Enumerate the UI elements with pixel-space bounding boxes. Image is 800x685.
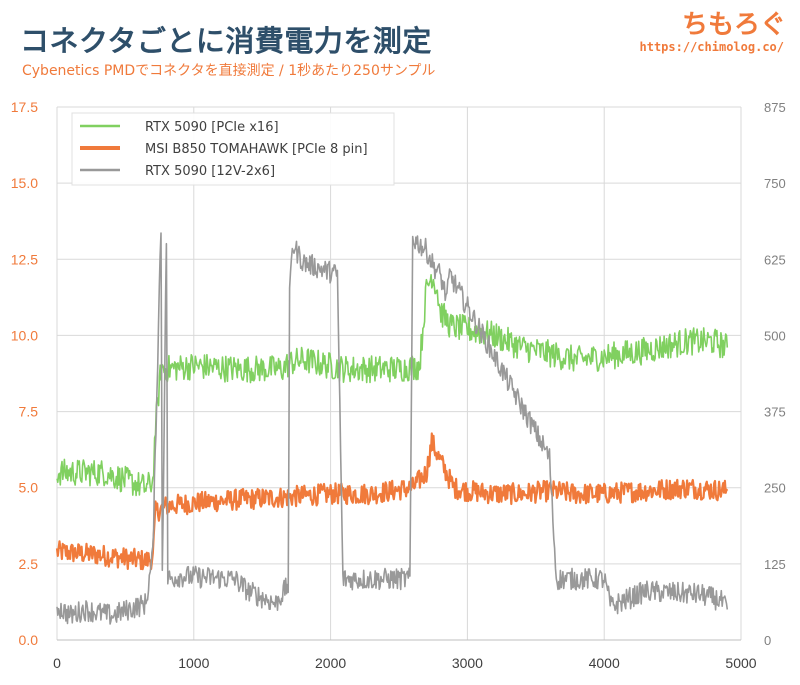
legend: RTX 5090 [PCIe x16] MSI B850 TOMAHAWK [PC… (71, 112, 395, 186)
y-left-tick-label: 0.0 (19, 632, 39, 648)
legend-box (71, 112, 395, 186)
y-right-tick-label: 250 (764, 481, 786, 496)
x-tick-label: 2000 (315, 655, 346, 671)
y-right-tick-label: 625 (764, 252, 786, 267)
y-right-tick-label: 0 (764, 633, 771, 648)
brand-logo: ちもろぐ (681, 10, 786, 40)
legend-label: RTX 5090 [PCIe x16] (145, 120, 279, 135)
y-right-tick-label: 375 (764, 405, 786, 420)
axes-layer: 0.0 0 2.5 125 5.0 250 7.5 375 10.0 500 12.5 625 15.0… (11, 99, 786, 671)
y-left-tick-label: 12.5 (11, 251, 38, 267)
y-left-tick-label: 7.5 (19, 404, 39, 420)
x-tick-label: 3000 (452, 655, 483, 671)
y-right-tick-label: 125 (764, 557, 786, 572)
chart-subtitle: Cybenetics PMDでコネクタを直接測定 / 1秒あたり250サンプル (22, 63, 436, 79)
x-tick-label: 0 (53, 655, 61, 671)
series-line-2 (55, 432, 729, 571)
y-right-tick-label: 750 (764, 176, 786, 191)
legend-label: MSI B850 TOMAHAWK [PCIe 8 pin] (145, 142, 368, 157)
y-left-tick-label: 15.0 (11, 175, 38, 191)
series-layer (55, 232, 729, 625)
chart-title: コネクタごとに消費電力を測定 (20, 24, 432, 58)
x-tick-label: 5000 (725, 655, 756, 671)
legend-label: RTX 5090 [12V-2x6] (145, 164, 275, 179)
y-left-tick-label: 10.0 (11, 327, 38, 343)
y-left-tick-label: 2.5 (19, 556, 39, 572)
y-left-tick-label: 5.0 (19, 480, 39, 496)
brand-url: https://chimolog.co/ (639, 40, 785, 54)
x-tick-label: 1000 (178, 655, 209, 671)
series-line-3 (56, 232, 729, 625)
y-right-tick-label: 875 (764, 100, 786, 115)
y-left-tick-label: 17.5 (11, 99, 38, 115)
series-line-1 (56, 273, 729, 497)
y-right-tick-label: 500 (764, 328, 786, 343)
x-tick-label: 4000 (589, 655, 620, 671)
